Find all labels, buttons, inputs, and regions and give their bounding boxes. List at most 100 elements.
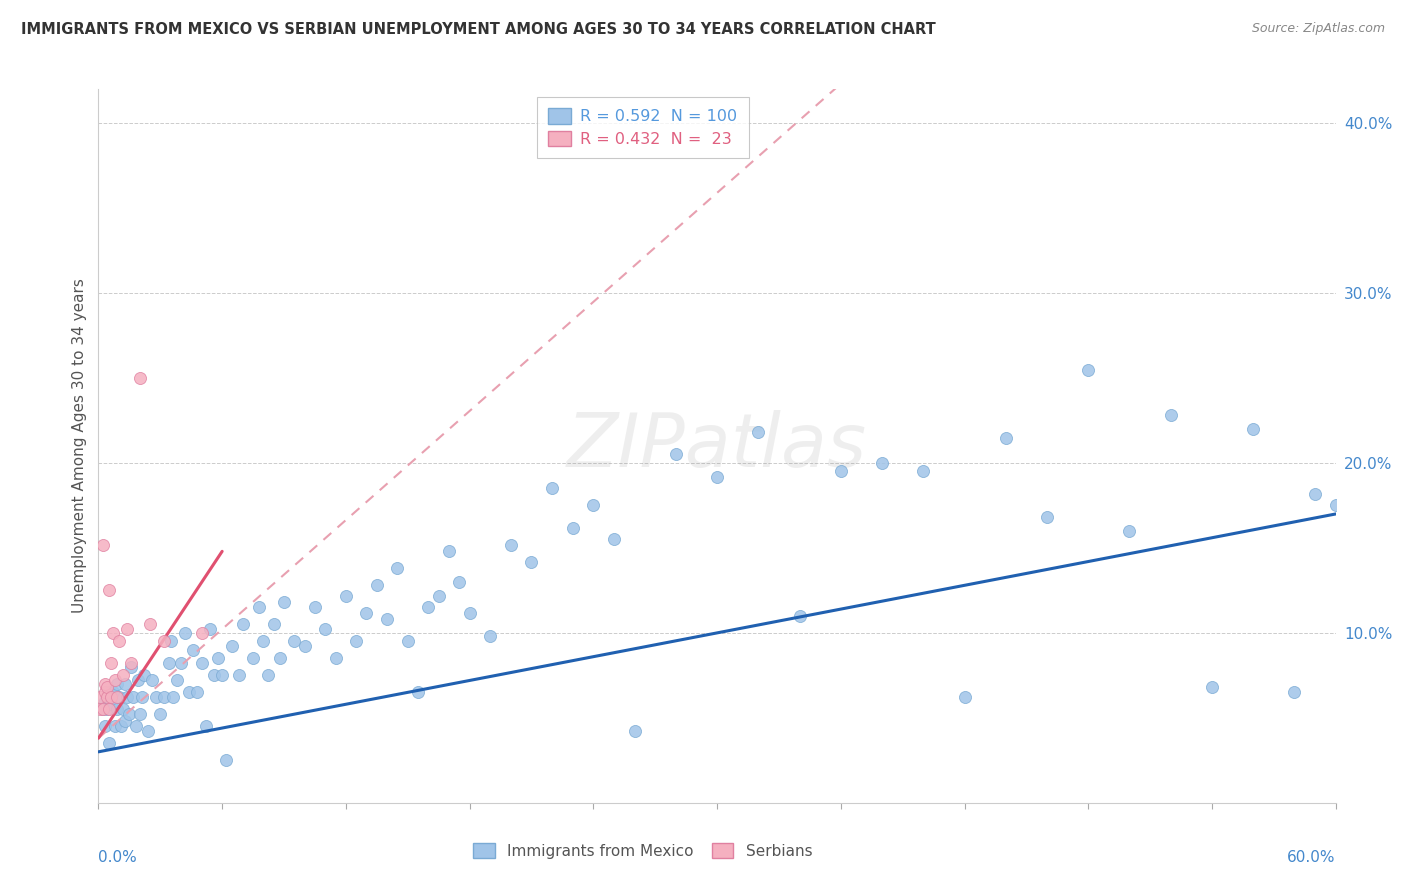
Point xyxy=(912,465,935,479)
Point xyxy=(114,714,136,729)
Point xyxy=(247,600,270,615)
Point xyxy=(706,469,728,483)
Point xyxy=(228,668,250,682)
Point xyxy=(344,634,367,648)
Point xyxy=(181,643,204,657)
Point xyxy=(1077,362,1099,376)
Point xyxy=(665,448,688,462)
Point xyxy=(89,690,111,705)
Point xyxy=(256,668,278,682)
Point xyxy=(105,677,128,691)
Point xyxy=(366,578,388,592)
Point xyxy=(89,702,111,716)
Point xyxy=(194,719,217,733)
Point xyxy=(1201,680,1223,694)
Point xyxy=(112,702,135,716)
Point xyxy=(104,673,127,688)
Point xyxy=(186,685,208,699)
Point xyxy=(124,719,146,733)
Point xyxy=(561,520,583,534)
Point xyxy=(108,634,131,648)
Point xyxy=(131,690,153,705)
Point xyxy=(179,685,201,699)
Point xyxy=(100,698,122,712)
Point xyxy=(458,606,481,620)
Point xyxy=(139,617,162,632)
Point xyxy=(418,600,440,615)
Point xyxy=(105,690,128,705)
Point xyxy=(96,690,118,705)
Point xyxy=(141,673,163,688)
Point xyxy=(215,753,238,767)
Point xyxy=(145,690,167,705)
Point xyxy=(335,589,357,603)
Point xyxy=(294,640,316,654)
Point xyxy=(211,668,233,682)
Point xyxy=(120,657,142,671)
Point xyxy=(1241,422,1264,436)
Point xyxy=(97,702,120,716)
Point xyxy=(1284,685,1306,699)
Point xyxy=(114,677,136,691)
Point xyxy=(953,690,976,705)
Point xyxy=(97,736,120,750)
Point xyxy=(93,677,115,691)
Point xyxy=(100,657,122,671)
Point xyxy=(96,680,118,694)
Point xyxy=(1160,409,1182,423)
Text: IMMIGRANTS FROM MEXICO VS SERBIAN UNEMPLOYMENT AMONG AGES 30 TO 34 YEARS CORRELA: IMMIGRANTS FROM MEXICO VS SERBIAN UNEMPL… xyxy=(21,22,936,37)
Point xyxy=(117,690,139,705)
Point xyxy=(132,668,155,682)
Point xyxy=(479,629,502,643)
Point xyxy=(128,707,150,722)
Point xyxy=(541,482,564,496)
Point xyxy=(520,555,543,569)
Point xyxy=(91,702,114,716)
Point xyxy=(437,544,460,558)
Point xyxy=(128,371,150,385)
Point xyxy=(269,651,291,665)
Point xyxy=(105,702,128,716)
Point xyxy=(93,719,115,733)
Point xyxy=(108,690,131,705)
Point xyxy=(375,612,398,626)
Point xyxy=(582,499,605,513)
Legend: Immigrants from Mexico, Serbians: Immigrants from Mexico, Serbians xyxy=(465,836,820,866)
Point xyxy=(104,719,127,733)
Text: 0.0%: 0.0% xyxy=(98,850,138,865)
Point xyxy=(830,465,852,479)
Point xyxy=(1118,524,1140,538)
Point xyxy=(221,640,243,654)
Point xyxy=(100,690,122,705)
Point xyxy=(149,707,172,722)
Point xyxy=(314,623,336,637)
Point xyxy=(232,617,254,632)
Point xyxy=(1303,486,1326,500)
Point xyxy=(118,707,141,722)
Point xyxy=(283,634,305,648)
Point xyxy=(101,685,124,699)
Point xyxy=(136,724,159,739)
Text: ZIPatlas: ZIPatlas xyxy=(567,410,868,482)
Point xyxy=(162,690,184,705)
Text: 60.0%: 60.0% xyxy=(1288,850,1336,865)
Point xyxy=(93,685,115,699)
Point xyxy=(499,537,522,551)
Point xyxy=(153,634,176,648)
Point xyxy=(325,651,347,665)
Point xyxy=(747,425,769,440)
Point xyxy=(153,690,176,705)
Point xyxy=(190,626,212,640)
Point xyxy=(97,685,120,699)
Point xyxy=(120,660,142,674)
Point xyxy=(93,694,115,708)
Point xyxy=(110,719,132,733)
Point xyxy=(242,651,264,665)
Point xyxy=(166,673,188,688)
Point xyxy=(356,606,378,620)
Point xyxy=(127,673,149,688)
Point xyxy=(252,634,274,648)
Point xyxy=(396,634,419,648)
Y-axis label: Unemployment Among Ages 30 to 34 years: Unemployment Among Ages 30 to 34 years xyxy=(72,278,87,614)
Point xyxy=(1324,499,1347,513)
